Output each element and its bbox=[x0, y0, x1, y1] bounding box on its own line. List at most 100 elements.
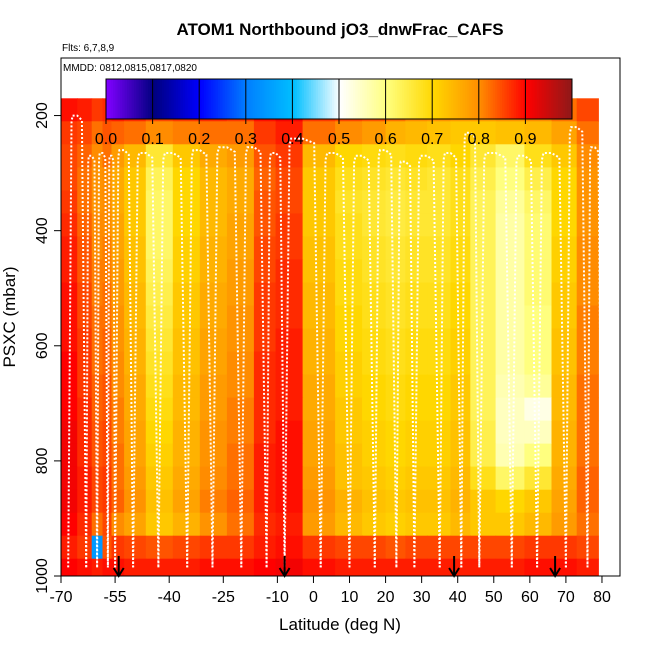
heat-cell bbox=[253, 282, 277, 307]
colorbar-strip bbox=[562, 79, 566, 119]
flight-profile-line bbox=[348, 154, 376, 568]
heat-cell bbox=[91, 420, 104, 445]
colorbar-strip bbox=[334, 79, 338, 119]
heat-cell bbox=[405, 213, 428, 237]
heat-cell bbox=[470, 144, 497, 168]
heat-cell bbox=[362, 282, 387, 307]
heat-cell bbox=[405, 328, 428, 353]
colorbar-strip bbox=[122, 79, 126, 119]
heat-cell bbox=[362, 190, 387, 214]
heat-cell bbox=[524, 282, 552, 307]
colorbar-strip bbox=[446, 79, 449, 119]
colorbar-strip bbox=[245, 79, 249, 119]
x-tick-label: 40 bbox=[449, 589, 467, 606]
heat-cell bbox=[524, 144, 552, 168]
colorbar-strip bbox=[136, 79, 140, 119]
heat-cell bbox=[427, 420, 452, 445]
colorbar-strip bbox=[257, 79, 261, 119]
heat-cell bbox=[199, 167, 228, 191]
y-axis-label: PSXC (mbar) bbox=[0, 266, 19, 367]
flight-profile-line bbox=[510, 154, 539, 568]
heat-cell bbox=[427, 259, 452, 283]
colorbar-strip bbox=[366, 79, 370, 119]
heat-cell bbox=[362, 374, 387, 399]
heat-cell bbox=[61, 305, 78, 330]
heat-cell bbox=[405, 259, 428, 283]
colorbar-strip bbox=[150, 79, 153, 119]
heat-cell bbox=[253, 121, 277, 145]
colorbar-strip bbox=[530, 79, 533, 119]
heat-cell bbox=[427, 121, 452, 145]
x-tick-label: 30 bbox=[413, 589, 431, 606]
colorbar-strip bbox=[259, 79, 263, 119]
heat-cell bbox=[524, 420, 552, 445]
heat-cell bbox=[199, 420, 228, 445]
colorbar-strip bbox=[534, 79, 538, 119]
heat-cell bbox=[145, 213, 174, 237]
heat-cell bbox=[253, 190, 277, 214]
heat-cell bbox=[111, 397, 125, 422]
heat-cell bbox=[302, 397, 336, 422]
heat-cell bbox=[427, 144, 452, 168]
colorbar-strip bbox=[306, 79, 310, 119]
heat-cell bbox=[199, 535, 228, 560]
heat-cell bbox=[124, 420, 147, 445]
colorbar-strip bbox=[541, 79, 545, 119]
heat-cell bbox=[470, 420, 497, 445]
heat-cell bbox=[405, 282, 428, 307]
heat-cell bbox=[470, 351, 497, 376]
heat-cell bbox=[405, 167, 428, 191]
colorbar-strip bbox=[420, 79, 424, 119]
heat-cell bbox=[335, 190, 363, 214]
heat-cell bbox=[61, 558, 78, 576]
heat-cell bbox=[470, 535, 497, 560]
heat-cell bbox=[275, 144, 304, 168]
heat-cell bbox=[362, 397, 387, 422]
colorbar-strip bbox=[220, 79, 223, 119]
heat-cell bbox=[495, 236, 526, 260]
heat-cell bbox=[226, 351, 255, 376]
heat-cell bbox=[111, 144, 125, 168]
x-tick-label: 10 bbox=[341, 589, 359, 606]
colorbar-strip bbox=[455, 79, 459, 119]
colorbar-strip bbox=[339, 79, 342, 119]
heat-cell bbox=[551, 121, 578, 145]
heat-cell bbox=[551, 420, 578, 445]
colorbar-strip bbox=[201, 79, 205, 119]
colorbar-strip bbox=[227, 79, 230, 119]
heat-cell bbox=[335, 420, 363, 445]
heat-cell bbox=[450, 305, 471, 330]
heat-cell bbox=[226, 236, 255, 260]
heat-cell bbox=[576, 282, 599, 307]
colorbar-strip bbox=[110, 79, 114, 119]
colorbar-strip bbox=[329, 79, 333, 119]
colorbar-strip bbox=[343, 79, 347, 119]
heat-cell bbox=[470, 374, 497, 399]
heat-cell bbox=[275, 535, 304, 560]
heat-cell bbox=[77, 121, 93, 145]
heat-cell bbox=[199, 236, 228, 260]
heat-cell bbox=[253, 558, 277, 576]
flight-profile-line bbox=[106, 154, 117, 568]
heat-cell bbox=[111, 420, 125, 445]
heat-cell bbox=[172, 443, 201, 468]
heat-cell bbox=[124, 236, 147, 260]
heat-cell bbox=[524, 236, 552, 260]
x-tick-label: 80 bbox=[593, 589, 611, 606]
heat-cell bbox=[427, 236, 452, 260]
colorbar-strip bbox=[236, 79, 240, 119]
colorbar-strip bbox=[448, 79, 452, 119]
colorbar-strip bbox=[401, 79, 405, 119]
colorbar-strip bbox=[203, 79, 207, 119]
x-tick-label: -10 bbox=[266, 589, 289, 606]
colorbar-strip bbox=[436, 79, 440, 119]
heat-cell bbox=[145, 558, 174, 576]
heat-cell bbox=[111, 512, 125, 537]
colorbar-strip bbox=[558, 79, 561, 119]
heat-cell bbox=[77, 558, 93, 576]
heat-cell bbox=[226, 282, 255, 307]
heat-cell bbox=[405, 190, 428, 214]
x-tick-label: -70 bbox=[49, 589, 72, 606]
heat-cell bbox=[275, 466, 304, 491]
colorbar-strip bbox=[241, 79, 244, 119]
